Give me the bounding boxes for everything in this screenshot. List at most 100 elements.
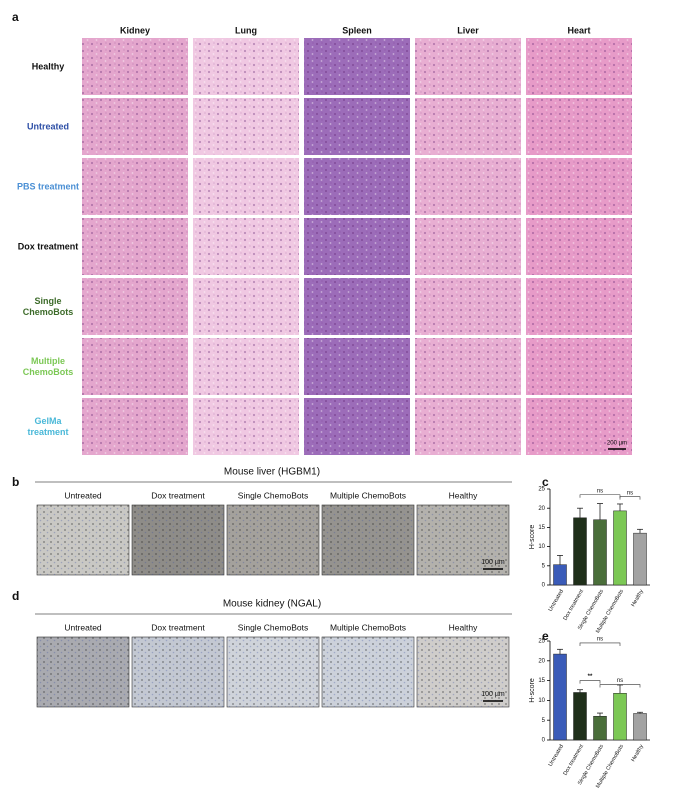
image-texture (227, 505, 319, 575)
image-texture (415, 158, 521, 215)
error-bar (577, 689, 583, 693)
x-tick-label: Healthy (630, 744, 645, 763)
image-texture (415, 338, 521, 395)
bar (573, 692, 587, 741)
significance-bracket (579, 642, 621, 646)
significance-label: ** (588, 674, 593, 680)
image-texture (526, 398, 632, 455)
row-label: GelMa treatment (27, 415, 69, 437)
bar (633, 713, 647, 741)
panel-title: Mouse kidney (NGAL) (223, 599, 321, 610)
bar (593, 519, 607, 586)
y-axis-label: H-score (529, 525, 536, 550)
group-label: Multiple ChemoBots (330, 622, 406, 632)
column-header: Liver (457, 25, 479, 35)
bar (553, 564, 567, 586)
image-texture (526, 338, 632, 395)
y-tick-label: 0 (542, 583, 546, 589)
image-texture (415, 98, 521, 155)
image-texture (193, 398, 299, 455)
y-tick-label: 5 (542, 718, 546, 724)
image-texture (322, 637, 414, 707)
image-texture (82, 98, 188, 155)
x-tick-label: Dox treatment (563, 588, 586, 621)
group-label: Multiple ChemoBots (330, 490, 406, 500)
bar (573, 517, 587, 586)
image-texture (526, 158, 632, 215)
scale-bar-label: 200 µm (607, 441, 627, 447)
y-tick-label: 25 (538, 487, 545, 493)
y-tick-label: 10 (538, 544, 545, 550)
group-label: Healthy (449, 490, 479, 500)
row-label: Dox treatment (17, 241, 79, 251)
image-texture (304, 278, 410, 335)
bar (613, 693, 627, 741)
image-texture (193, 158, 299, 215)
significance-bracket (619, 496, 641, 500)
image-texture (82, 38, 188, 95)
scale-bar-label: 100 µm (481, 691, 505, 698)
y-tick-label: 15 (538, 678, 545, 684)
panel-label: a (12, 10, 19, 24)
panel-label: d (12, 589, 19, 603)
image-texture (193, 98, 299, 155)
panel-label: b (12, 475, 19, 489)
significance-label: ns (627, 490, 633, 496)
column-header: Kidney (120, 25, 150, 35)
column-header: Lung (235, 25, 257, 35)
column-header: Spleen (342, 25, 372, 35)
image-texture (132, 637, 224, 707)
image-texture (82, 278, 188, 335)
image-texture (304, 158, 410, 215)
group-label: Single ChemoBots (238, 490, 308, 500)
image-texture (82, 158, 188, 215)
y-tick-label: 15 (538, 525, 545, 531)
image-texture (304, 38, 410, 95)
image-texture (415, 38, 521, 95)
y-tick-label: 25 (538, 639, 545, 645)
y-tick-label: 20 (538, 658, 545, 664)
image-texture (193, 218, 299, 275)
panel-title: Mouse liver (HGBM1) (224, 467, 320, 478)
error-bar (597, 712, 603, 717)
error-bar (637, 528, 643, 534)
group-label: Untreated (64, 622, 102, 632)
image-texture (193, 338, 299, 395)
scale-bar-label: 100 µm (481, 559, 505, 566)
significance-label: ns (617, 678, 623, 684)
bar (633, 532, 647, 586)
image-texture (526, 278, 632, 335)
image-texture (193, 38, 299, 95)
image-texture (37, 637, 129, 707)
image-texture (415, 218, 521, 275)
x-tick-label: Untreated (548, 589, 565, 613)
x-tick-label: Healthy (630, 589, 645, 608)
image-texture (193, 278, 299, 335)
error-bar (577, 507, 583, 518)
error-bar (637, 711, 643, 714)
image-texture (82, 338, 188, 395)
y-axis-label: H-score (529, 678, 536, 703)
image-texture (82, 398, 188, 455)
row-label: PBS treatment (16, 181, 79, 191)
row-label: Single ChemoBots (22, 295, 74, 317)
bar (593, 715, 607, 741)
image-texture (82, 218, 188, 275)
image-texture (304, 338, 410, 395)
row-label: Untreated (26, 121, 69, 131)
image-texture (526, 98, 632, 155)
y-tick-label: 10 (538, 698, 545, 704)
x-tick-label: Untreated (548, 744, 565, 768)
group-label: Untreated (64, 490, 102, 500)
image-texture (417, 505, 509, 575)
image-texture (37, 505, 129, 575)
image-texture (304, 98, 410, 155)
y-tick-label: 20 (538, 506, 545, 512)
panel-label: c (542, 475, 549, 489)
y-tick-label: 5 (542, 563, 546, 569)
column-header: Heart (567, 25, 590, 35)
error-bar (617, 503, 623, 511)
image-texture (304, 398, 410, 455)
